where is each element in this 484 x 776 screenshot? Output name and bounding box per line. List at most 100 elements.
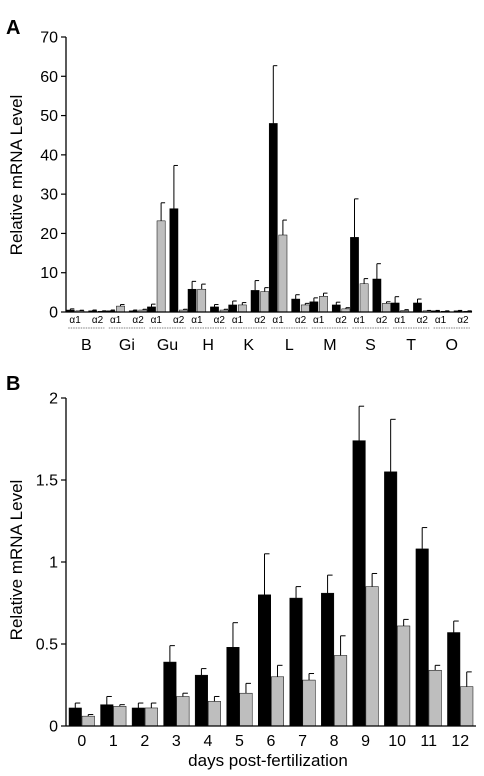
bar [319, 296, 328, 313]
panel-b-x-labels: 0 1 2 3 4 5 6 7 8 9 10 11 12 [77, 733, 469, 750]
sub-label: α2 [173, 315, 185, 326]
bar [147, 306, 156, 313]
bar [163, 661, 177, 727]
category-label: L [285, 337, 294, 354]
bar [428, 669, 442, 727]
bar [350, 237, 359, 313]
sub-label: α1 [354, 315, 366, 326]
bar [460, 686, 474, 727]
bar [271, 676, 284, 727]
sub-label: α1 [313, 315, 325, 326]
bar [68, 707, 82, 727]
panel-a-bars [65, 65, 473, 313]
sub-label: α1 [151, 315, 163, 326]
category-label: K [243, 337, 254, 354]
sub-label: α1 [110, 315, 122, 326]
sub-label: α2 [417, 315, 429, 326]
x-tick-label: 9 [361, 733, 370, 750]
bar [258, 594, 271, 727]
bar [237, 304, 247, 313]
sub-label: α1 [232, 315, 244, 326]
bar [359, 283, 369, 313]
bar [116, 305, 125, 313]
x-tick-label: 2 [140, 733, 149, 750]
bar [197, 288, 207, 313]
sub-label: α1 [394, 315, 406, 326]
bar [100, 704, 114, 727]
y-tick-label: 1 [49, 555, 58, 572]
x-tick-label: 8 [330, 733, 339, 750]
panel-b-bars [68, 405, 474, 727]
sub-label: α2 [335, 315, 347, 326]
bar [226, 647, 240, 727]
x-tick-label: 6 [267, 733, 276, 750]
x-tick-label: 4 [203, 733, 212, 750]
bar [260, 291, 270, 313]
bar [187, 288, 197, 313]
bar [278, 234, 288, 313]
panel-a: A Relative mRNA Level 0 10 20 30 40 50 60 70 α1… [6, 17, 473, 354]
bar [415, 548, 429, 727]
sub-label: α2 [457, 315, 469, 326]
x-tick-label: 3 [172, 733, 181, 750]
category-label: O [445, 337, 457, 354]
y-tick-label: 1.5 [36, 473, 58, 490]
bar [81, 715, 95, 727]
bar [384, 471, 398, 727]
bar [228, 304, 238, 313]
bar [309, 301, 319, 313]
sub-label: α1 [272, 315, 284, 326]
x-tick-label: 10 [388, 733, 406, 750]
bar [382, 303, 391, 313]
category-label: B [81, 337, 92, 354]
y-tick-label: 2 [49, 391, 58, 408]
y-tick-label: 10 [40, 265, 58, 282]
y-tick-label: 30 [40, 187, 58, 204]
x-tick-label: 12 [451, 733, 469, 750]
sub-label: α2 [92, 315, 104, 326]
sub-label: α2 [132, 315, 144, 326]
bar [397, 625, 411, 727]
sub-label: α2 [214, 315, 226, 326]
bar [365, 586, 379, 727]
category-label: Gi [119, 337, 135, 354]
bar [390, 302, 400, 313]
panel-b-y-axis-label: Relative mRNA Level [7, 480, 26, 641]
category-label: H [202, 337, 214, 354]
panel-a-y-axis-label: Relative mRNA Level [7, 95, 26, 256]
x-tick-label: 1 [109, 733, 118, 750]
category-label: M [323, 337, 336, 354]
category-label: T [406, 337, 416, 354]
x-tick-label: 11 [420, 733, 437, 750]
sub-label: α1 [69, 315, 81, 326]
y-tick-label: 20 [40, 226, 58, 243]
bar [334, 655, 348, 727]
bar [176, 696, 190, 727]
y-tick-label: 70 [40, 30, 58, 47]
bar [144, 707, 158, 727]
y-tick-label: 0 [49, 719, 58, 736]
y-tick-label: 0 [49, 305, 58, 322]
bar [169, 208, 179, 313]
x-tick-label: 0 [77, 733, 86, 750]
bar [291, 298, 301, 313]
bar [447, 632, 461, 727]
panel-a-y-ticks: 0 10 20 30 40 50 60 70 [40, 30, 66, 322]
panel-a-label: A [6, 17, 20, 39]
panel-b-x-axis-label: days post-fertilization [188, 751, 348, 770]
bar [268, 123, 278, 313]
bar [250, 290, 260, 313]
sub-label: α2 [376, 315, 388, 326]
bar [207, 701, 221, 727]
bar [113, 706, 127, 727]
y-tick-label: 40 [40, 147, 58, 164]
panel-b-label: B [6, 373, 20, 395]
bar [156, 220, 166, 313]
y-tick-label: 50 [40, 108, 58, 125]
bar [372, 278, 382, 313]
bar [194, 674, 208, 727]
sub-label: α1 [435, 315, 447, 326]
